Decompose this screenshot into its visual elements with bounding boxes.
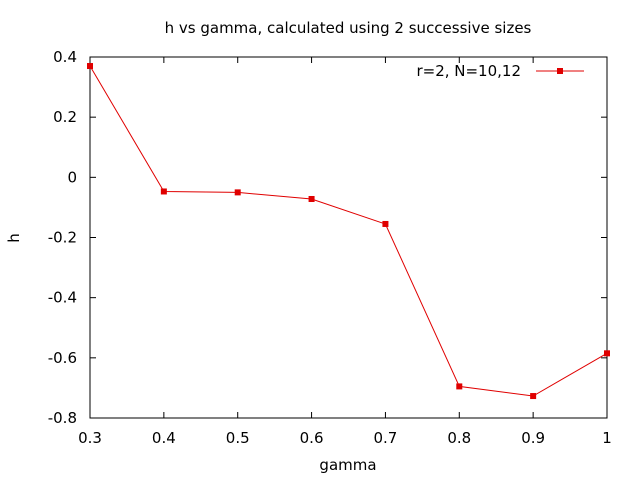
y-tick-label: -0.2 — [48, 229, 77, 247]
x-tick-label: 0.7 — [373, 429, 397, 447]
x-tick-label: 0.3 — [78, 429, 102, 447]
axis-tick-labels: 0.3 0.4 0.5 0.6 0.7 0.8 0.9 1 0.4 0.2 0 -0.2 -0.4 -0.… — [48, 48, 612, 447]
series-group — [87, 63, 610, 400]
legend-label: r=2, N=10,12 — [416, 62, 521, 80]
x-tick-label: 0.5 — [226, 429, 250, 447]
series-line — [89, 65, 608, 397]
axis-ticks — [89, 56, 608, 419]
data-point — [530, 393, 537, 400]
chart-title: h vs gamma, calculated using 2 successiv… — [165, 19, 532, 37]
data-point — [87, 63, 93, 70]
y-tick-label: -0.4 — [48, 289, 77, 307]
y-tick-label: -0.6 — [48, 349, 77, 367]
data-point — [456, 383, 463, 390]
x-tick-label: 0.8 — [447, 429, 471, 447]
data-point — [308, 195, 315, 202]
data-point — [382, 220, 389, 227]
x-axis-label: gamma — [319, 456, 376, 474]
legend: r=2, N=10,12 — [416, 62, 584, 80]
data-point — [160, 188, 167, 195]
data-point — [234, 189, 241, 196]
data-point — [604, 350, 610, 357]
plot-frame — [89, 56, 608, 419]
legend-marker — [557, 68, 563, 74]
y-tick-label: 0.2 — [53, 108, 77, 126]
x-tick-label: 0.4 — [152, 429, 176, 447]
y-tick-label: 0.4 — [53, 48, 77, 66]
y-tick-label: 0 — [67, 168, 77, 186]
x-tick-label: 1 — [602, 429, 612, 447]
y-tick-label: -0.8 — [48, 409, 77, 427]
y-axis-label: h — [5, 233, 23, 243]
x-tick-label: 0.9 — [521, 429, 545, 447]
x-tick-label: 0.6 — [300, 429, 324, 447]
